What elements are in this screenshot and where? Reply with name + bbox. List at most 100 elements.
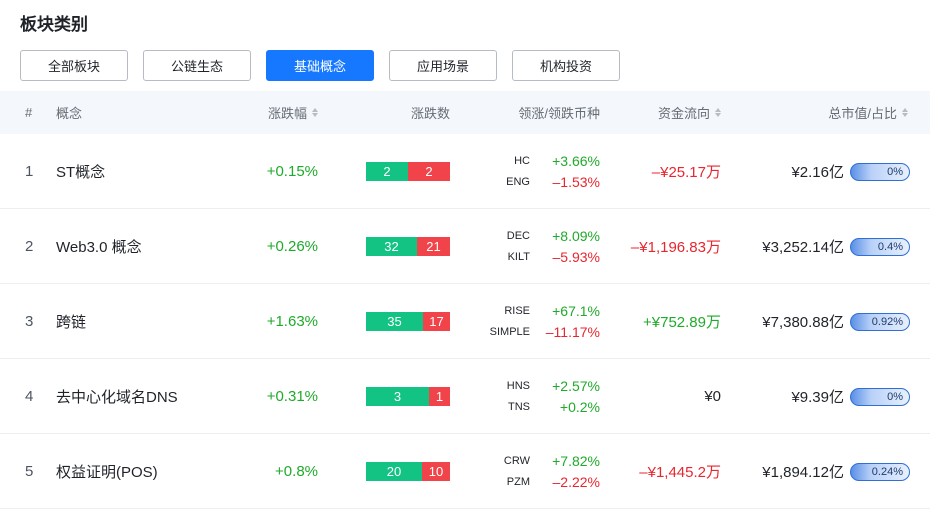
leader-coins: DEC +8.09% KILT –5.93% bbox=[470, 209, 600, 284]
updown-bar: 32 21 bbox=[366, 209, 450, 284]
lead-up-pct: +8.09% bbox=[552, 228, 600, 244]
lead-down-pct: –5.93% bbox=[552, 249, 600, 265]
rank: 3 bbox=[25, 313, 34, 330]
change-percent: +1.63% bbox=[266, 313, 318, 330]
lead-down-pct: +0.2% bbox=[559, 399, 600, 415]
capital-flow: –¥1,445.2万 bbox=[639, 464, 721, 481]
sector-name[interactable]: ST概念 bbox=[56, 164, 106, 181]
table-row[interactable]: 1 ST概念 +0.15% 2 2 HC +3.66% ENG –1.53% –¥2… bbox=[0, 134, 930, 209]
lead-up-pct: +3.66% bbox=[552, 153, 600, 169]
updown-bar: 3 1 bbox=[366, 359, 450, 434]
header-flow-label: 资金流向 bbox=[657, 106, 710, 121]
header-cap-label: 总市值/占比 bbox=[828, 106, 897, 121]
up-count: 2 bbox=[366, 162, 408, 181]
lead-up-coin[interactable]: HNS bbox=[506, 380, 530, 392]
lead-up-coin[interactable]: DEC bbox=[506, 230, 530, 242]
updown-bar: 35 17 bbox=[366, 284, 450, 359]
lead-down-coin[interactable]: KILT bbox=[507, 251, 530, 263]
rank: 2 bbox=[25, 238, 34, 255]
sector-name[interactable]: 去中心化域名DNS bbox=[56, 389, 178, 406]
share-badge: 0.92% bbox=[850, 284, 910, 359]
lead-down-pct: –1.53% bbox=[552, 174, 600, 190]
sector-name[interactable]: Web3.0 概念 bbox=[56, 239, 142, 256]
sector-name[interactable]: 权益证明(POS) bbox=[56, 464, 158, 481]
header-flow[interactable]: 资金流向 bbox=[658, 91, 721, 134]
tab-basic-concepts[interactable]: 基础概念 bbox=[266, 50, 374, 81]
sort-icon[interactable] bbox=[902, 108, 908, 117]
share-value: 0% bbox=[850, 387, 910, 406]
lead-down-coin[interactable]: TNS bbox=[508, 401, 530, 413]
share-value: 0% bbox=[850, 162, 910, 181]
sort-icon[interactable] bbox=[312, 108, 318, 117]
header-name: 概念 bbox=[56, 106, 83, 121]
lead-down-pct: –11.17% bbox=[545, 324, 600, 340]
market-cap: ¥3,252.14亿 bbox=[762, 239, 844, 256]
share-value: 0.4% bbox=[850, 237, 910, 256]
rank: 4 bbox=[25, 388, 34, 405]
lead-down-coin[interactable]: ENG bbox=[506, 176, 530, 188]
leader-coins: HC +3.66% ENG –1.53% bbox=[470, 134, 600, 209]
updown-bar: 2 2 bbox=[366, 134, 450, 209]
table-header: # 概念 涨跌幅 涨跌数 领涨/领跌币种 资金流向 总市值/占比 bbox=[0, 91, 930, 134]
change-percent: +0.8% bbox=[275, 463, 318, 480]
header-rank: # bbox=[25, 105, 33, 120]
share-value: 0.92% bbox=[850, 312, 910, 331]
down-count: 2 bbox=[408, 162, 450, 181]
sector-name[interactable]: 跨链 bbox=[56, 314, 87, 331]
header-cap[interactable]: 总市值/占比 bbox=[828, 91, 908, 134]
up-count: 35 bbox=[366, 312, 423, 331]
down-count: 10 bbox=[422, 462, 450, 481]
tab-public-chain[interactable]: 公链生态 bbox=[143, 50, 251, 81]
lead-up-pct: +67.1% bbox=[552, 303, 600, 319]
capital-flow: –¥1,196.83万 bbox=[630, 239, 721, 256]
up-count: 3 bbox=[366, 387, 429, 406]
leader-coins: RISE +67.1% SIMPLE –11.17% bbox=[470, 284, 600, 359]
share-badge: 0.24% bbox=[850, 434, 910, 509]
capital-flow: +¥752.89万 bbox=[643, 314, 721, 331]
share-badge: 0.4% bbox=[850, 209, 910, 284]
lead-down-pct: –2.22% bbox=[552, 474, 600, 490]
up-count: 20 bbox=[366, 462, 422, 481]
capital-flow: –¥25.17万 bbox=[651, 164, 721, 181]
lead-up-coin[interactable]: RISE bbox=[504, 305, 530, 317]
lead-down-coin[interactable]: PZM bbox=[506, 476, 530, 488]
header-change-label: 涨跌幅 bbox=[267, 106, 307, 121]
rank: 5 bbox=[25, 463, 34, 480]
leader-coins: HNS +2.57% TNS +0.2% bbox=[470, 359, 600, 434]
capital-flow: ¥0 bbox=[704, 388, 721, 405]
updown-bar: 20 10 bbox=[366, 434, 450, 509]
tab-all-sectors[interactable]: 全部板块 bbox=[20, 50, 128, 81]
table-row[interactable]: 5 权益证明(POS) +0.8% 20 10 CRW +7.82% PZM –2.… bbox=[0, 434, 930, 509]
header-change[interactable]: 涨跌幅 bbox=[268, 91, 318, 134]
lead-up-pct: +2.57% bbox=[552, 378, 600, 394]
lead-up-pct: +7.82% bbox=[552, 453, 600, 469]
table-row[interactable]: 3 跨链 +1.63% 35 17 RISE +67.1% SIMPLE –11.1… bbox=[0, 284, 930, 359]
tab-application-scenarios[interactable]: 应用场景 bbox=[389, 50, 497, 81]
share-value: 0.24% bbox=[850, 462, 910, 481]
down-count: 17 bbox=[423, 312, 450, 331]
market-cap: ¥1,894.12亿 bbox=[762, 464, 844, 481]
down-count: 21 bbox=[417, 237, 450, 256]
table-row[interactable]: 4 去中心化域名DNS +0.31% 3 1 HNS +2.57% TNS +0.2… bbox=[0, 359, 930, 434]
change-percent: +0.15% bbox=[266, 163, 318, 180]
section-title: 板块类别 bbox=[20, 15, 88, 34]
rank: 1 bbox=[25, 163, 34, 180]
share-badge: 0% bbox=[850, 134, 910, 209]
share-badge: 0% bbox=[850, 359, 910, 434]
change-percent: +0.31% bbox=[266, 388, 318, 405]
sort-icon[interactable] bbox=[715, 108, 721, 117]
market-cap: ¥7,380.88亿 bbox=[762, 314, 844, 331]
lead-up-coin[interactable]: CRW bbox=[503, 455, 530, 467]
tab-institutional-investment[interactable]: 机构投资 bbox=[512, 50, 620, 81]
lead-down-coin[interactable]: SIMPLE bbox=[489, 326, 530, 338]
table-row[interactable]: 2 Web3.0 概念 +0.26% 32 21 DEC +8.09% KILT –… bbox=[0, 209, 930, 284]
lead-up-coin[interactable]: HC bbox=[514, 155, 530, 167]
down-count: 1 bbox=[429, 387, 450, 406]
header-leaders: 领涨/领跌币种 bbox=[518, 106, 600, 121]
market-cap: ¥2.16亿 bbox=[791, 164, 844, 181]
up-count: 32 bbox=[366, 237, 417, 256]
market-cap: ¥9.39亿 bbox=[791, 389, 844, 406]
header-updown: 涨跌数 bbox=[410, 106, 450, 121]
change-percent: +0.26% bbox=[266, 238, 318, 255]
leader-coins: CRW +7.82% PZM –2.22% bbox=[470, 434, 600, 509]
